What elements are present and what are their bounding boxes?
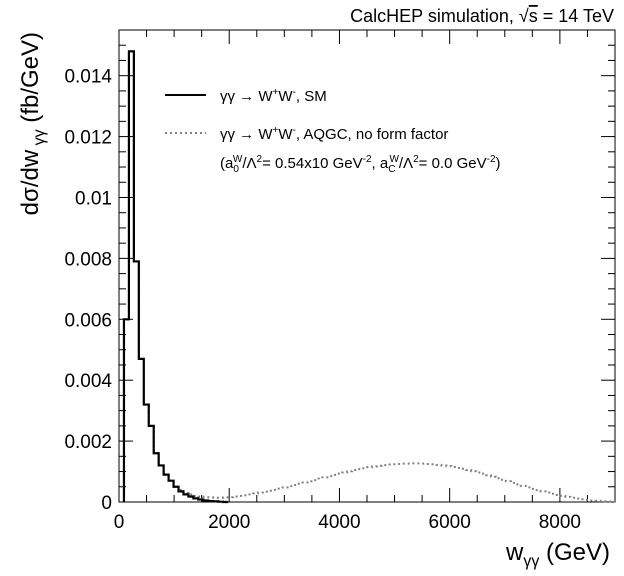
- series-sm-line: [122, 50, 229, 504]
- series-aqgc-line: [122, 50, 616, 503]
- x-tick-label: 0: [114, 512, 125, 533]
- x-axis-title: wγγ (GeV): [505, 539, 610, 570]
- y-tick-label: 0.008: [64, 249, 112, 270]
- y-tick-label: 0.012: [64, 128, 112, 149]
- x-tick-label: 8000: [539, 512, 581, 533]
- plot-frame: [118, 29, 616, 503]
- x-axis-ticks: [118, 30, 616, 502]
- y-tick-label: 0.006: [64, 310, 112, 331]
- y-axis-tick-labels: 0 0.002 0.004 0.006 0.008 0.01 0.012 0.014: [64, 67, 112, 514]
- y-tick-label: 0: [101, 493, 112, 514]
- series-group: [122, 50, 616, 504]
- y-tick-label: 0.01: [75, 188, 112, 209]
- y-tick-label: 0.014: [64, 67, 112, 88]
- x-tick-label: 2000: [208, 512, 250, 533]
- x-axis-tick-labels: 0 2000 4000 6000 8000: [114, 512, 581, 533]
- x-tick-label: 6000: [429, 512, 471, 533]
- legend-aqgc-params: (a0W/Λ2= 0.54x10 GeV-2, aCW/Λ2= 0.0 GeV-…: [220, 154, 501, 175]
- legend: γγ → W+W-, SM γγ → W+W-, AQGC, no form f…: [165, 87, 501, 175]
- legend-sm-label: γγ → W+W-, SM: [220, 87, 327, 105]
- chart-title: CalcHEP simulation, √s = 14 TeV: [350, 6, 614, 26]
- y-axis-title: dσ/dw γγ (fb/GeV): [17, 32, 48, 215]
- y-axis-ticks: [119, 29, 615, 503]
- y-tick-label: 0.004: [64, 371, 112, 392]
- x-tick-label: 4000: [318, 512, 360, 533]
- y-tick-label: 0.002: [64, 432, 112, 453]
- legend-aqgc-label: γγ → W+W-, AQGC, no form factor: [220, 125, 448, 143]
